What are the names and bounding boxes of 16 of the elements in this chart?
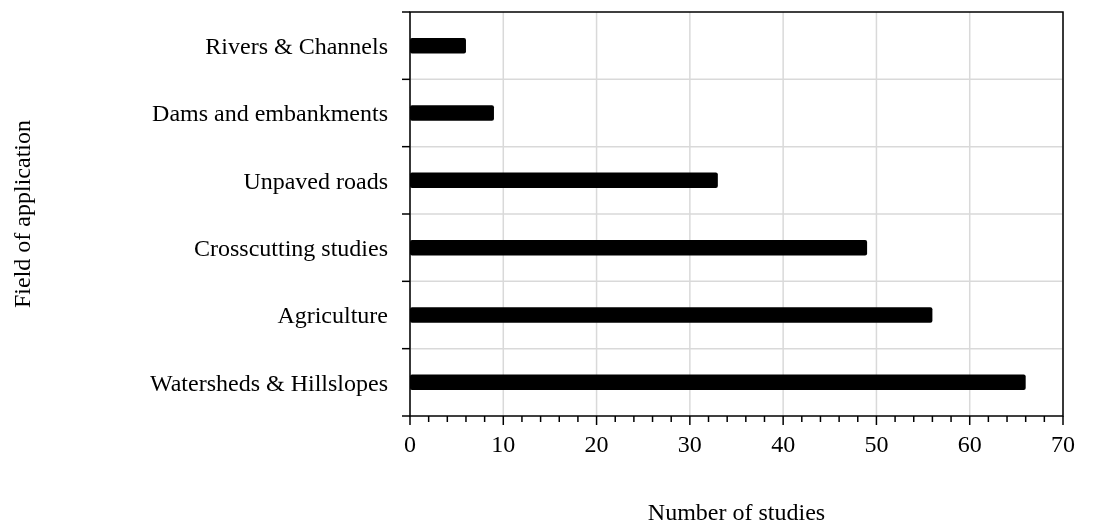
y-tick-label: Unpaved roads bbox=[243, 167, 388, 194]
y-tick-label: Dams and embankments bbox=[152, 100, 388, 127]
y-axis-title: Field of application bbox=[9, 120, 35, 308]
x-axis-title: Number of studies bbox=[647, 499, 826, 525]
y-tick-label: Watersheds & Hillslopes bbox=[149, 369, 388, 396]
x-tick-label: 60 bbox=[957, 431, 982, 457]
y-tick-label: Agriculture bbox=[277, 302, 388, 329]
x-tick-label: 0 bbox=[404, 431, 416, 457]
y-tick-label: Rivers & Channels bbox=[205, 33, 388, 60]
x-tick-label: 10 bbox=[491, 431, 516, 457]
x-tick-label: 20 bbox=[584, 431, 609, 457]
x-tick-label: 30 bbox=[677, 431, 702, 457]
y-tick-label: Crosscutting studies bbox=[193, 235, 388, 262]
x-tick-label: 50 bbox=[864, 431, 889, 457]
x-tick-label: 40 bbox=[771, 431, 796, 457]
x-tick-label: 70 bbox=[1051, 431, 1075, 457]
